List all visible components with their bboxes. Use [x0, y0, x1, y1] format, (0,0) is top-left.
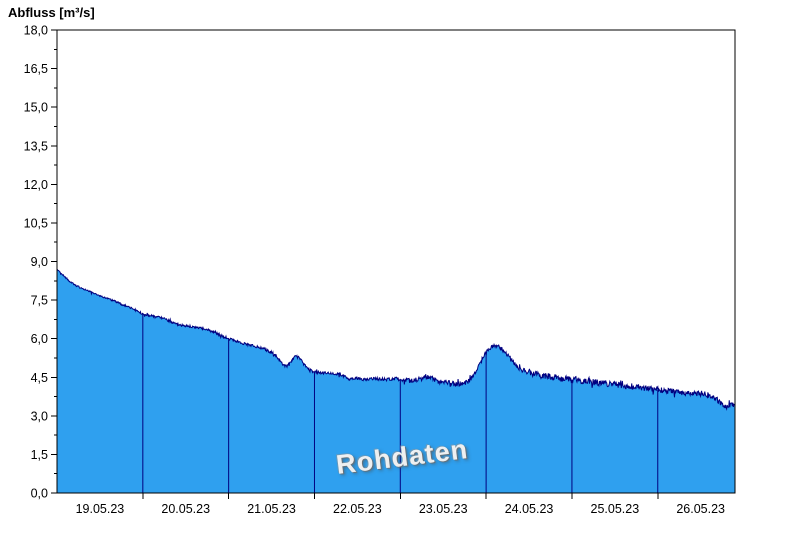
x-axis-label: 23.05.23 [419, 502, 468, 516]
x-axis-label: 21.05.23 [247, 502, 296, 516]
y-axis-label: 3,0 [31, 409, 48, 423]
y-axis-label: 13,5 [24, 139, 48, 153]
y-axis-label: 7,5 [31, 294, 48, 308]
y-axis-label: 18,0 [24, 24, 48, 38]
y-axis-label: 0,0 [31, 487, 48, 501]
y-axis-label: 10,5 [24, 216, 48, 230]
y-axis-label: 1,5 [31, 448, 48, 462]
y-axis-label: 12,0 [24, 178, 48, 192]
y-axis-label: 4,5 [31, 371, 48, 385]
y-axis-label: 6,0 [31, 332, 48, 346]
y-axis-label: 16,5 [24, 62, 48, 76]
x-axis-label: 19.05.23 [76, 502, 125, 516]
y-axis-label: 9,0 [31, 255, 48, 269]
x-axis-label: 24.05.23 [505, 502, 554, 516]
x-axis-label: 22.05.23 [333, 502, 382, 516]
area-series-fill [57, 269, 735, 493]
x-axis-label: 20.05.23 [161, 502, 210, 516]
y-axis-label: 15,0 [24, 101, 48, 115]
chart-title: Abfluss [m³/s] [8, 5, 95, 20]
series-line-rohdaten [56, 268, 736, 411]
x-axis-label: 26.05.23 [676, 502, 725, 516]
x-axis-label: 25.05.23 [591, 502, 640, 516]
